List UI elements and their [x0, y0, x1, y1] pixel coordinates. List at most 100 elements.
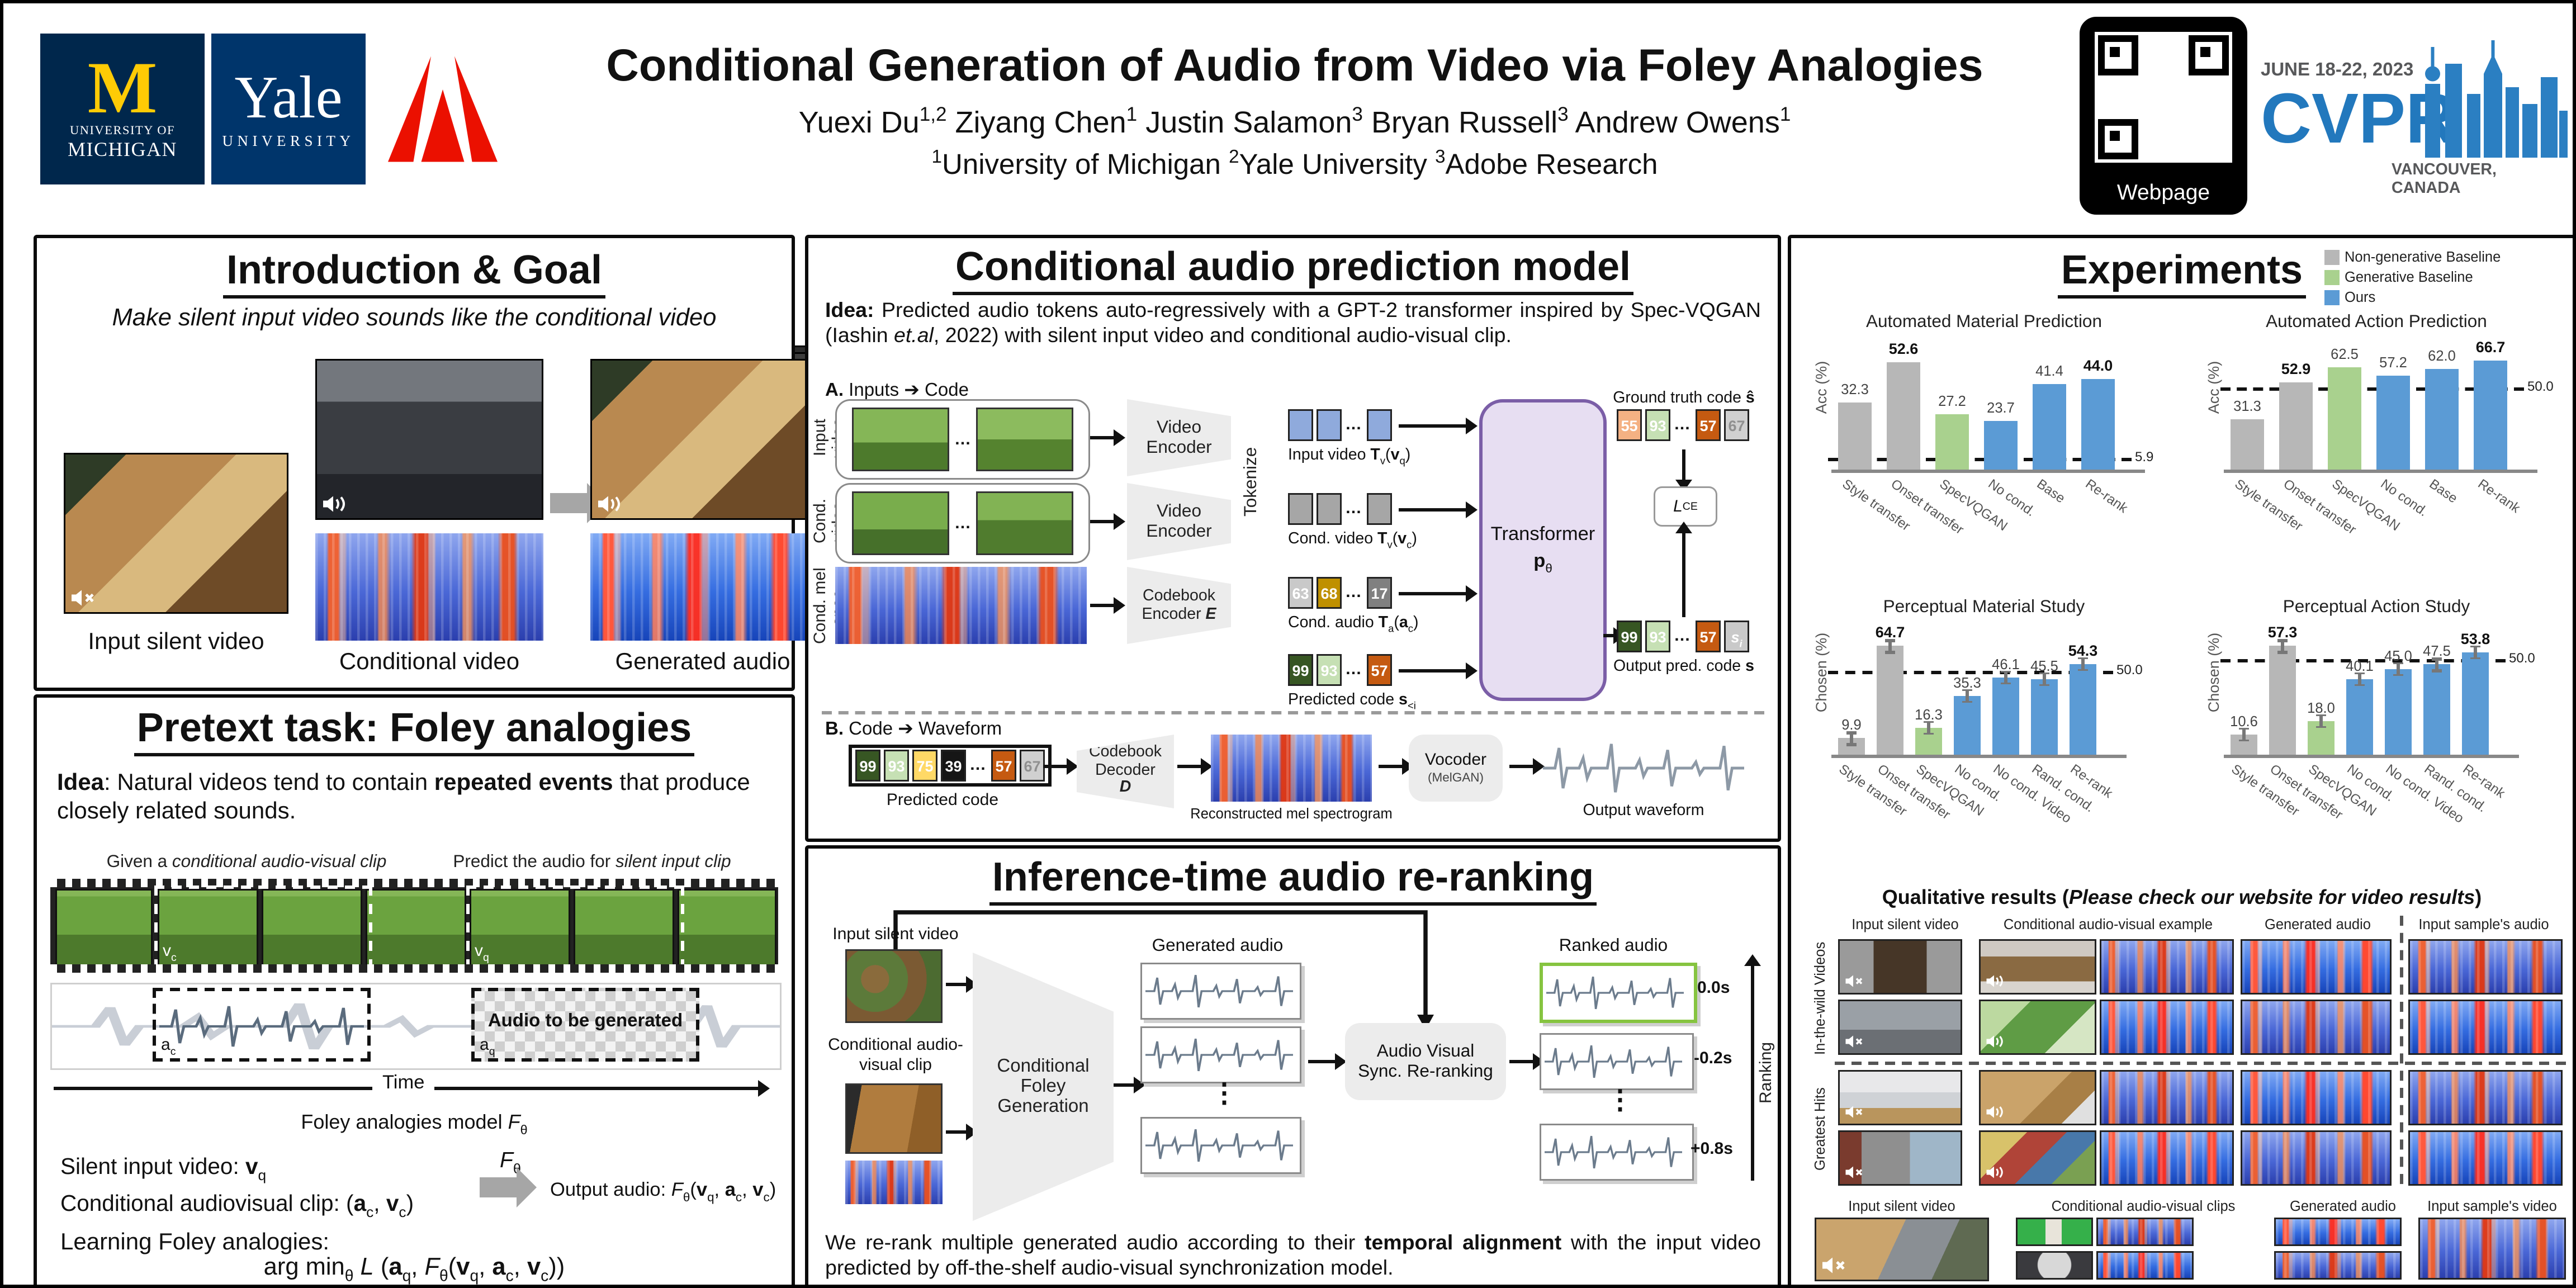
transformer-block: Transformer pθ [1479, 399, 1607, 701]
chart-axis [2224, 755, 2519, 757]
muted-speaker-icon [1845, 1166, 1863, 1178]
qual-thumb-plank [1815, 1218, 1989, 1281]
chart-bar [1838, 403, 1872, 470]
error-bar [2435, 657, 2438, 671]
qualitative-title: Qualitative results (Please check our we… [1882, 886, 2482, 909]
audio-token-row: 63 68… 17 [1288, 577, 1395, 609]
av-sync-reranking: Audio Visual Sync. Re-ranking [1345, 1023, 1506, 1100]
chart-ref-line [2220, 659, 2506, 663]
qual-thumb-cabinet [1838, 939, 1962, 995]
ranking-label: Ranking [1758, 1042, 1776, 1105]
code-token: … [1674, 627, 1692, 646]
bar-value: 53.8 [2460, 630, 2490, 647]
code-token: 17 [1367, 577, 1392, 609]
speaker-icon [1986, 975, 2003, 987]
bar-value: 10.6 [2230, 712, 2258, 730]
goal-arrow-icon [550, 483, 607, 523]
bar-value: 47.5 [2423, 642, 2451, 660]
conditional-spectrogram [315, 533, 543, 641]
chart-bar [2031, 678, 2058, 755]
code-token: 39 [941, 750, 966, 782]
tokenize-label: Tokenize [1241, 446, 1261, 517]
error-bar [2004, 670, 2007, 684]
pretext-idea: Idea: Natural videos tend to contain rep… [57, 768, 750, 823]
bar-value: 27.2 [1938, 391, 1966, 409]
chart-bar [2328, 367, 2361, 470]
chart-bar [2425, 368, 2459, 470]
conditional-video-thumb [315, 345, 557, 520]
chart-bar [2423, 664, 2450, 755]
error-bar [2474, 645, 2477, 659]
out-token-row: 99 93… 57 si [1617, 621, 1753, 652]
code-token: 57 [991, 750, 1016, 782]
generated-audio-label: Generated audio [615, 647, 790, 674]
muted-speaker-icon [1845, 1106, 1863, 1118]
chart-axis [2224, 470, 2537, 472]
learning-equation: arg minθ L (aq, Fθ(vq, ac, vc)) [263, 1254, 565, 1285]
code-token: 63 [1288, 577, 1313, 609]
chart-ylabel: Acc (%) [2205, 361, 2222, 414]
video-encoder-1: Video Encoder [1127, 399, 1231, 476]
silent-input-line: Silent input video: vq [60, 1154, 267, 1184]
chart-bar [1887, 361, 1920, 470]
error-bar [2319, 713, 2323, 727]
chart-ref-label: 50.0 [2116, 662, 2143, 678]
predicted-code-label: Predicted code [886, 792, 999, 810]
chart-ref-label: 50.0 [2509, 651, 2535, 666]
speaker-icon [1986, 1106, 2003, 1118]
time-label: Time [372, 1073, 435, 1093]
error-bar [2281, 639, 2284, 652]
bar-category: Re-rank [2475, 476, 2523, 517]
code-token: 93 [1317, 654, 1342, 686]
adobe-logo [372, 34, 513, 184]
bar-category: Re-rank [2082, 476, 2130, 517]
chart-bar [2033, 384, 2066, 470]
code-token: … [1345, 661, 1363, 679]
conditional-clip-outline: vc [154, 886, 372, 969]
muted-speaker-icon [1845, 975, 1863, 987]
chart-bar [1954, 695, 1981, 755]
learning-label: Learning Foley analogies: [60, 1228, 330, 1254]
chart-ylabel: Chosen (%) [1813, 632, 1830, 713]
chart-ref-line [1828, 671, 2113, 674]
bar-category: Base [2034, 476, 2068, 506]
bar-value: 16.3 [1915, 705, 1943, 723]
cond-clip-line: Conditional audiovisual clip: (ac, vc) [60, 1191, 414, 1221]
poster-title: Conditional Generation of Audio from Vid… [606, 40, 1983, 91]
row-group-gh: Greatest Hits [1811, 1087, 1828, 1171]
rerank-input-thumb [845, 949, 943, 1023]
code-token: 57 [1696, 409, 1721, 441]
audio-to-generate-label: Audio to be generated [487, 1011, 683, 1031]
input-token-row: … [1288, 409, 1395, 441]
qual-thumb-drawer [1979, 939, 2096, 995]
input-silent-video-thumb [64, 439, 302, 614]
codebook-encoder: Codebook Encoder E [1127, 567, 1231, 644]
error-bar [1927, 721, 1930, 735]
cond-video-frames: … [835, 483, 1090, 564]
qual-thumb-greenscreen [2016, 1218, 2093, 1246]
legend-item: Ours [2324, 288, 2501, 305]
chart-bar [2474, 361, 2507, 470]
chart-axis [1831, 755, 2127, 757]
chart-ref-line [2220, 387, 2524, 391]
code-token [1367, 493, 1392, 525]
speaker-icon [1986, 1166, 2003, 1178]
bar-value: 9.9 [1841, 716, 1862, 733]
bar-value: 41.4 [2035, 362, 2063, 380]
qual-thumb-drum [2016, 1251, 2093, 1280]
chart-title: Automated Material Prediction [1866, 312, 2102, 332]
code-token [1288, 409, 1313, 441]
chart-title: Perceptual Action Study [2283, 597, 2470, 617]
adobe-a-icon [388, 56, 498, 162]
model-idea: Idea: Predicted audio tokens auto-regres… [825, 299, 1761, 347]
qr-label: Webpage [2116, 179, 2210, 205]
output-waveform [1543, 738, 1744, 798]
bar-value: 45.0 [2384, 647, 2412, 664]
code-token: … [1345, 500, 1363, 518]
bar-value: 44.0 [2083, 357, 2113, 375]
speaker-icon [598, 496, 620, 512]
input-clip-outline: vq [466, 886, 684, 969]
waveform-icon [159, 1006, 364, 1047]
chart-bar [2385, 669, 2412, 755]
ranked-audio-top [1540, 963, 1697, 1023]
